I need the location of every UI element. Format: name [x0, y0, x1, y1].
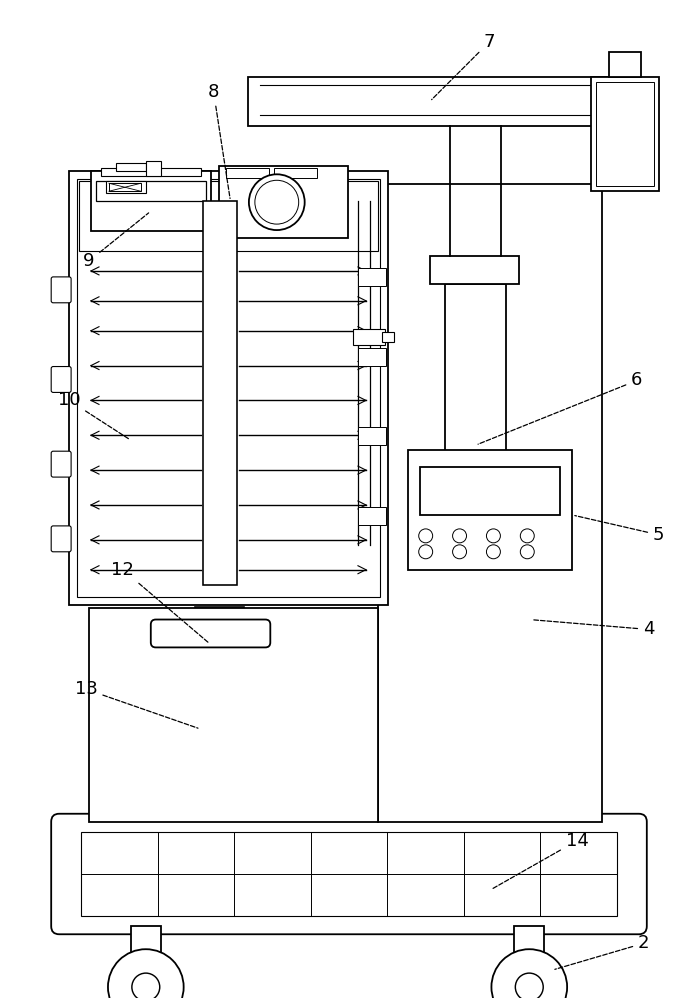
Bar	[591, 77, 659, 191]
Bar	[203, 201, 238, 585]
Bar	[358, 268, 386, 286]
Bar	[203, 628, 236, 648]
Bar	[194, 607, 245, 628]
Bar	[382, 332, 394, 342]
Bar	[227, 168, 269, 178]
Bar	[429, 256, 519, 284]
Circle shape	[419, 529, 433, 543]
Circle shape	[487, 529, 500, 543]
Circle shape	[521, 529, 535, 543]
Bar	[131, 926, 161, 954]
Circle shape	[132, 973, 160, 1000]
Circle shape	[452, 529, 466, 543]
Text: 7: 7	[431, 33, 495, 100]
Bar	[101, 168, 201, 176]
Text: 5: 5	[575, 516, 664, 544]
Bar	[408, 450, 572, 570]
Text: 10: 10	[58, 391, 128, 439]
FancyBboxPatch shape	[151, 620, 270, 647]
Bar	[596, 82, 654, 186]
Bar	[358, 348, 386, 366]
Text: 13: 13	[75, 680, 198, 728]
Bar	[358, 507, 386, 525]
Bar	[248, 77, 637, 126]
FancyBboxPatch shape	[51, 277, 71, 303]
Bar	[91, 171, 210, 231]
Bar	[378, 184, 602, 822]
Bar	[106, 181, 146, 193]
Text: 8: 8	[208, 83, 230, 198]
Bar	[69, 171, 388, 605]
Bar	[420, 467, 560, 515]
Circle shape	[255, 180, 299, 224]
Circle shape	[515, 973, 543, 1000]
Text: 2: 2	[555, 934, 650, 969]
FancyBboxPatch shape	[51, 814, 647, 934]
Bar	[146, 161, 161, 176]
Bar	[445, 284, 506, 543]
Bar	[109, 183, 141, 191]
Circle shape	[491, 949, 567, 1000]
Bar	[275, 168, 317, 178]
FancyBboxPatch shape	[51, 451, 71, 477]
Bar	[96, 181, 206, 201]
Bar	[514, 926, 544, 954]
Bar	[81, 832, 617, 916]
Circle shape	[108, 949, 184, 1000]
Circle shape	[249, 174, 305, 230]
Text: 4: 4	[532, 620, 654, 638]
FancyBboxPatch shape	[51, 367, 71, 392]
Text: 6: 6	[478, 371, 643, 444]
Circle shape	[452, 545, 466, 559]
Bar	[79, 181, 378, 251]
Circle shape	[419, 545, 433, 559]
Text: 12: 12	[112, 561, 208, 643]
Bar	[353, 329, 385, 345]
Bar	[358, 427, 386, 445]
Text: 9: 9	[83, 213, 148, 270]
Bar	[89, 608, 378, 822]
Circle shape	[487, 545, 500, 559]
Bar	[219, 166, 348, 238]
Bar	[609, 52, 641, 77]
Bar	[116, 163, 146, 171]
Circle shape	[521, 545, 535, 559]
Text: 14: 14	[492, 832, 588, 889]
Bar	[77, 179, 380, 597]
FancyBboxPatch shape	[51, 526, 71, 552]
